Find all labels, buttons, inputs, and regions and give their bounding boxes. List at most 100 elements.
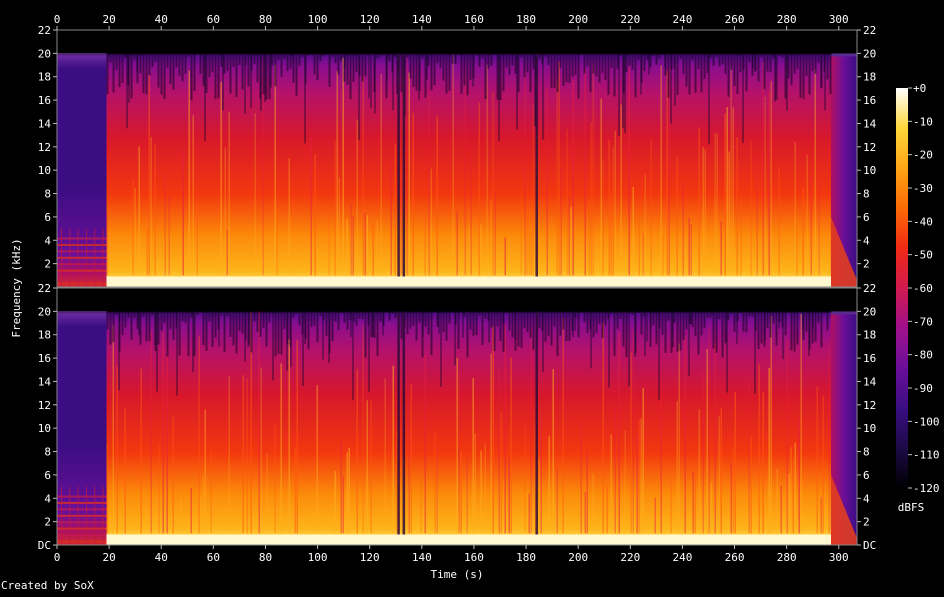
top-edge-texture (152, 53, 154, 67)
intro-top-edge (57, 53, 107, 54)
spectral-streak (521, 191, 522, 275)
top-edge-texture (695, 311, 697, 336)
top-edge-texture (791, 311, 793, 350)
top-edge-texture (284, 311, 286, 329)
top-edge-texture (728, 53, 730, 96)
dropout-column (535, 53, 538, 277)
outro-top-edge (831, 53, 857, 56)
top-edge-texture (815, 53, 817, 74)
top-edge-texture (596, 311, 598, 333)
dark-streak (647, 311, 648, 341)
spectral-streak (795, 142, 796, 275)
spectral-streak (395, 144, 396, 275)
top-edge-texture (203, 311, 205, 345)
top-edge-texture (806, 311, 808, 331)
dark-streak (673, 311, 674, 347)
top-edge-texture (323, 311, 325, 320)
top-edge-texture (506, 53, 508, 67)
top-edge-texture (671, 311, 673, 353)
top-edge-texture (779, 53, 781, 56)
spectral-streak (777, 469, 778, 533)
intro-band (57, 496, 107, 498)
top-edge-texture (638, 311, 640, 313)
spectral-streak (469, 226, 470, 276)
top-edge-texture (431, 53, 433, 90)
spectral-streak (619, 332, 620, 533)
top-edge-texture (827, 53, 829, 79)
spectral-streak (721, 408, 722, 533)
spectral-streak (683, 183, 684, 276)
top-edge-texture (338, 311, 340, 330)
spectral-streak (729, 151, 730, 275)
top-edge-texture (587, 53, 589, 66)
top-edge-texture (107, 53, 109, 94)
x-tick-label-bottom: 260 (725, 551, 745, 564)
spectral-streak (601, 99, 602, 276)
top-edge-texture (560, 311, 562, 335)
top-edge-texture (107, 311, 109, 329)
top-edge-texture (752, 53, 754, 75)
top-edge-texture (716, 53, 718, 57)
colorbar-tick-label: -90 (913, 382, 933, 395)
dark-streak (535, 53, 536, 126)
intro-band (57, 508, 107, 510)
top-edge-texture (458, 53, 460, 54)
spectral-streak (715, 134, 716, 276)
spectral-streak (481, 225, 482, 276)
spectral-streak (763, 62, 764, 275)
top-edge-texture (335, 311, 337, 321)
top-edge-texture (257, 53, 259, 82)
top-edge-texture (722, 53, 724, 64)
top-edge-texture (683, 311, 685, 340)
top-edge-texture (665, 53, 667, 75)
y-tick-label-left: DC (38, 539, 51, 552)
y-tick-label-right: DC (863, 539, 876, 552)
top-edge-texture (176, 53, 178, 67)
top-edge-texture (551, 311, 553, 345)
spectral-streak (457, 358, 458, 534)
spectral-streak (341, 441, 342, 533)
spectral-streak (677, 156, 678, 275)
top-edge-texture (605, 53, 607, 80)
top-edge-texture (743, 311, 745, 331)
top-edge-texture (251, 311, 253, 352)
spectral-streak (289, 339, 290, 533)
dark-streak (223, 53, 224, 110)
spectral-streak (281, 363, 282, 533)
spectral-streak (267, 453, 268, 533)
top-edge-texture (146, 311, 148, 341)
y-tick-label-right: 20 (863, 305, 876, 318)
spectral-streak (491, 354, 492, 534)
top-edge-texture (746, 311, 748, 332)
spectral-streak (437, 117, 438, 275)
top-edge-texture (797, 53, 799, 68)
spectral-streak (699, 409, 700, 533)
top-edge-texture (740, 53, 742, 72)
top-edge-texture (623, 53, 625, 93)
spectral-streak (671, 476, 672, 534)
top-edge-texture (764, 53, 766, 89)
top-edge-texture (458, 311, 460, 348)
top-edge-texture (314, 53, 316, 74)
top-edge-texture (170, 53, 172, 84)
top-edge-texture (758, 53, 760, 81)
x-tick-label-top: 120 (360, 13, 380, 26)
top-edge-texture (488, 53, 490, 68)
top-edge-texture (125, 311, 127, 327)
intro-band (57, 238, 107, 240)
y-tick-label-right: 8 (863, 446, 870, 459)
spectral-streak (165, 172, 166, 276)
spectral-streak (393, 366, 394, 534)
top-edge-texture (677, 53, 679, 95)
top-edge-texture (593, 53, 595, 73)
spectral-streak (201, 497, 202, 534)
intro-streak (78, 487, 79, 545)
top-edge-texture (773, 311, 775, 323)
top-edge-texture (407, 53, 409, 57)
top-edge-texture (419, 53, 421, 91)
top-edge-texture (710, 53, 712, 58)
top-edge-texture (491, 53, 493, 65)
top-edge-texture (776, 53, 778, 99)
top-edge-texture (653, 53, 655, 56)
spectral-streak (295, 448, 296, 533)
